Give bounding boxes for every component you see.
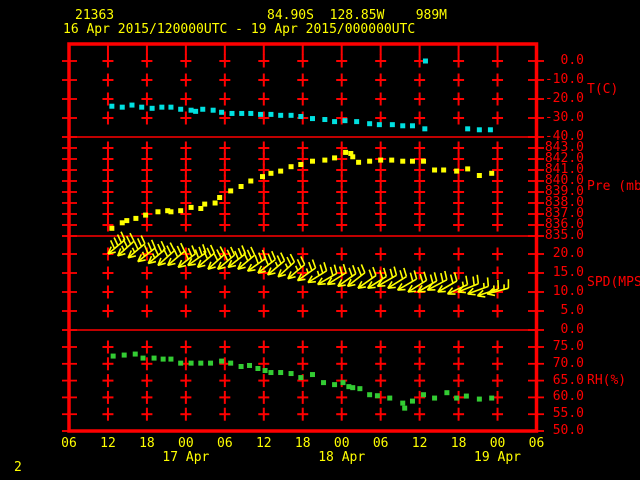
page-number: 2 <box>14 460 22 475</box>
temperature-tick-label: -40.0 <box>544 129 584 144</box>
temperature-tick-label: -10.0 <box>544 72 584 87</box>
relative-humidity-tick-label: 70.0 <box>552 355 584 371</box>
station-id: 21363 <box>75 8 115 23</box>
hour-tick-label: 18 <box>294 436 311 451</box>
temperature-tick-label: -20.0 <box>544 91 584 106</box>
hour-tick-label: 12 <box>255 436 272 451</box>
grid-ticks <box>62 44 544 432</box>
wind-speed-tick-label: 15.0 <box>552 265 584 280</box>
hour-tick-label: 18 <box>139 436 155 451</box>
pressure-tick-label: 842.0 <box>544 151 584 166</box>
pressure-series <box>109 149 495 231</box>
hour-tick-label: 06 <box>61 436 77 451</box>
station-location: 84.90S 128.85W 989M <box>267 8 448 23</box>
hour-tick-label: 06 <box>528 436 545 451</box>
pressure-tick-label: 840.0 <box>544 173 584 188</box>
pressure-tick-label: 837.0 <box>544 206 584 221</box>
hour-tick-label: 06 <box>372 436 389 451</box>
hour-tick-label: 12 <box>411 436 428 451</box>
pressure-tick-label: 835.0 <box>544 228 584 243</box>
relative-humidity-tick-label: 65.0 <box>552 372 584 388</box>
pressure-axis-label: Pre (mb) <box>587 179 640 194</box>
date-label: 18 Apr <box>318 450 366 465</box>
hour-tick-label: 00 <box>178 436 194 451</box>
wind-speed-series <box>107 231 510 298</box>
pressure-tick-label: 839.0 <box>544 184 584 199</box>
time-range: 16 Apr 2015/120000UTC - 19 Apr 2015/0000… <box>63 22 416 37</box>
pressure-tick-label: 836.0 <box>544 217 584 232</box>
wind-speed-tick-label: 5.0 <box>560 303 584 318</box>
wind-speed-tick-label: 10.0 <box>552 284 584 299</box>
hour-tick-label: 06 <box>217 436 233 451</box>
relative-humidity-series <box>110 351 495 411</box>
pressure-tick-label: 838.0 <box>544 195 584 210</box>
temperature-series <box>109 58 493 133</box>
hour-tick-label: 00 <box>333 436 350 451</box>
wind-speed-axis-label: SPD(MPS) <box>587 275 640 290</box>
relative-humidity-tick-label: 75.0 <box>552 339 584 354</box>
wind-speed-tick-label: 0.0 <box>560 322 584 337</box>
hour-tick-label: 12 <box>100 436 116 451</box>
hour-tick-label: 18 <box>450 436 467 451</box>
wind-speed-tick-label: 20.0 <box>552 246 584 261</box>
plot-frame <box>67 42 539 433</box>
humidity-axis-label: RH(%) <box>587 373 627 388</box>
temperature-tick-label: -30.0 <box>544 110 584 125</box>
date-label: 17 Apr <box>162 450 210 465</box>
pressure-tick-label: 843.0 <box>544 140 584 155</box>
temperature-tick-label: 0.0 <box>560 53 584 68</box>
date-label: 19 Apr <box>474 450 522 465</box>
relative-humidity-tick-label: 50.0 <box>552 423 584 438</box>
relative-humidity-tick-label: 60.0 <box>552 389 584 405</box>
pressure-tick-label: 841.0 <box>544 162 584 177</box>
relative-humidity-tick-label: 55.0 <box>552 406 584 422</box>
hour-tick-label: 00 <box>489 436 506 451</box>
temperature-axis-label: T(C) <box>587 82 619 97</box>
